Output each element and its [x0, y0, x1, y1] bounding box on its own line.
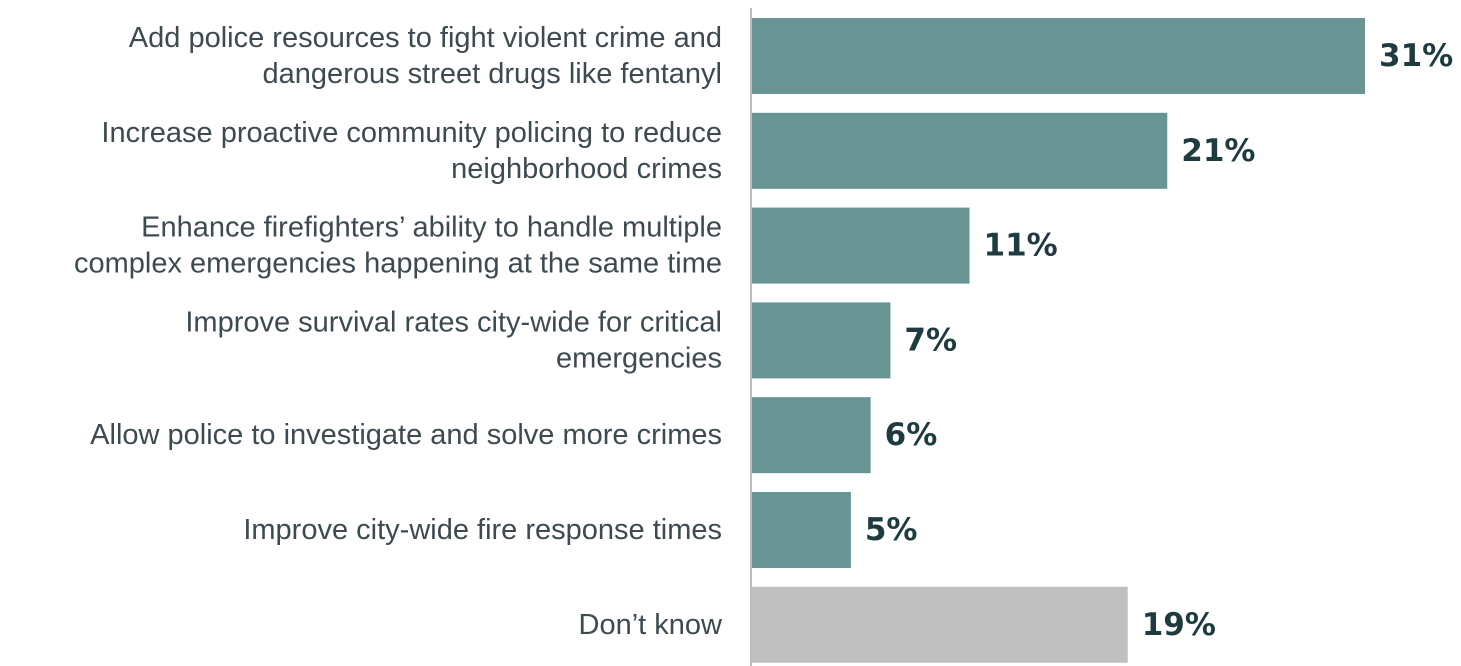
category-labels-group: Add police resources to fight violent cr… — [74, 22, 723, 641]
category-label-line: Allow police to investigate and solve mo… — [90, 419, 722, 451]
value-label-4: 6% — [885, 417, 938, 453]
category-label-4: Allow police to investigate and solve mo… — [90, 419, 722, 451]
bar-5 — [752, 492, 851, 568]
category-label-2: Enhance firefighters’ ability to handle … — [74, 212, 722, 280]
category-label-line: emergencies — [556, 342, 722, 374]
category-label-line: neighborhood crimes — [451, 153, 722, 185]
category-label-0: Add police resources to fight violent cr… — [129, 22, 722, 90]
category-label-5: Improve city-wide fire response times — [243, 514, 722, 546]
category-label-1: Increase proactive community policing to… — [101, 117, 722, 185]
bar-6 — [752, 586, 1128, 663]
value-labels-group: 31% 21% 11% 7% 6% 5% 19% — [865, 38, 1453, 643]
category-label-line: Enhance firefighters’ ability to handle … — [141, 212, 722, 244]
value-label-1: 21% — [1181, 133, 1255, 169]
bars-group — [752, 18, 1365, 663]
category-label-line: Add police resources to fight violent cr… — [129, 22, 722, 54]
category-label-3: Improve survival rates city-wide for cri… — [185, 306, 722, 374]
category-label-line: Increase proactive community policing to… — [101, 117, 722, 149]
category-label-line: Improve survival rates city-wide for cri… — [185, 306, 722, 338]
bar-0 — [752, 18, 1365, 94]
value-label-0: 31% — [1379, 38, 1453, 74]
category-label-6: Don’t know — [579, 609, 724, 641]
category-label-line: Improve city-wide fire response times — [243, 514, 722, 546]
value-label-6: 19% — [1142, 607, 1216, 643]
category-label-line: Don’t know — [579, 609, 724, 641]
bar-3 — [752, 302, 891, 379]
bar-2 — [752, 207, 970, 284]
category-label-line: dangerous street drugs like fentanyl — [263, 58, 722, 90]
value-label-3: 7% — [904, 322, 957, 358]
category-label-line: complex emergencies happening at the sam… — [74, 248, 722, 280]
bar-1 — [752, 112, 1168, 189]
bar-4 — [752, 397, 871, 474]
value-label-5: 5% — [865, 512, 918, 548]
value-label-2: 11% — [984, 228, 1058, 264]
